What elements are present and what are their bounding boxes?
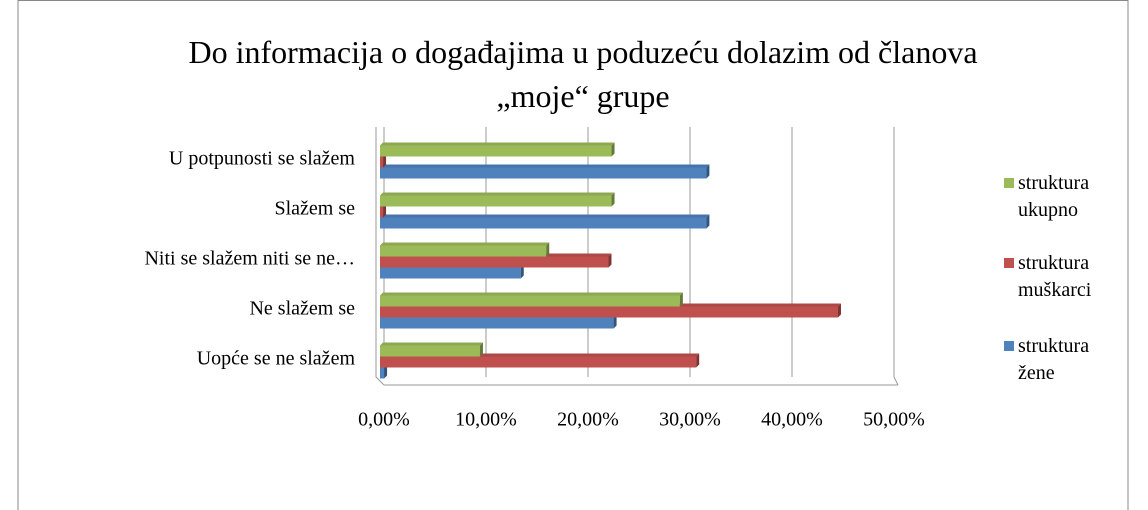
bar-face [380, 142, 615, 146]
legend-swatch [1004, 258, 1014, 268]
y-tick-label: Niti se slažem niti se ne… [144, 248, 355, 270]
bar [380, 242, 550, 257]
bar-face [613, 314, 617, 329]
legend-label: struktura muškarci [1018, 252, 1092, 301]
bar-face [380, 206, 384, 218]
bar-face [696, 353, 700, 368]
bar-face [706, 214, 710, 229]
y-tick-label: Ne slažem se [249, 298, 355, 320]
bar [380, 142, 615, 157]
bar-face [837, 303, 841, 318]
bar-face [380, 167, 707, 179]
x-tick-label: 30,00% [659, 409, 721, 431]
bar-face [706, 164, 710, 179]
bar-face [380, 367, 385, 379]
bar [380, 292, 683, 307]
bar-face [380, 195, 612, 207]
x-tick-label: 10,00% [455, 409, 517, 431]
bar-face [611, 142, 615, 157]
bar-face [380, 242, 550, 246]
bar [380, 214, 710, 229]
y-tick-label: Uopće se ne slažem [197, 348, 356, 370]
x-tick-label: 40,00% [761, 409, 823, 431]
bar-face [479, 342, 483, 357]
bar-face [380, 267, 521, 279]
legend-entry: struktura žene [1004, 333, 1128, 387]
x-tick-label: 20,00% [557, 409, 619, 431]
legend-swatch [1004, 341, 1014, 351]
x-tick-label: 50,00% [863, 409, 925, 431]
bar [380, 164, 710, 179]
bar-face [380, 292, 683, 296]
bar-face [380, 256, 609, 268]
bar-face [383, 203, 387, 218]
bar-face [380, 214, 710, 218]
bar-face [383, 153, 387, 168]
legend-label: struktura ukupno [1018, 172, 1090, 221]
bar-face [380, 317, 614, 329]
legend-label: struktura žene [1018, 335, 1090, 384]
legend-swatch [1004, 178, 1014, 188]
bar-face [380, 295, 680, 307]
bar-face [546, 242, 550, 257]
chart-title: Do informacija o događajima u poduzeću d… [188, 34, 978, 114]
bar-face [520, 264, 524, 279]
bar-face [679, 292, 683, 307]
bar-face [384, 364, 388, 379]
bar [380, 192, 615, 207]
bar-face [380, 245, 547, 257]
y-tick-label: U potpunosti se slažem [169, 148, 356, 170]
y-tick-label: Slažem se [274, 198, 355, 220]
title-box: Do informacija o događajima u poduzeću d… [188, 34, 978, 114]
bar-face [380, 164, 710, 168]
bar-face [380, 145, 612, 157]
bar-face [608, 253, 612, 268]
bar-face [380, 156, 384, 168]
back-wall [375, 127, 385, 386]
bar-face [380, 345, 480, 357]
right-wall [893, 376, 899, 386]
bar-face [380, 217, 707, 229]
bar-face [611, 192, 615, 207]
x-tick-label: 0,00% [358, 409, 410, 431]
bar-face [380, 356, 697, 368]
legend-entry: struktura muškarci [1004, 250, 1128, 304]
bar-face [380, 342, 483, 346]
bar-face [380, 192, 615, 196]
bar [380, 342, 483, 357]
legend-entry: struktura ukupno [1004, 170, 1128, 224]
bar-face [380, 306, 838, 318]
